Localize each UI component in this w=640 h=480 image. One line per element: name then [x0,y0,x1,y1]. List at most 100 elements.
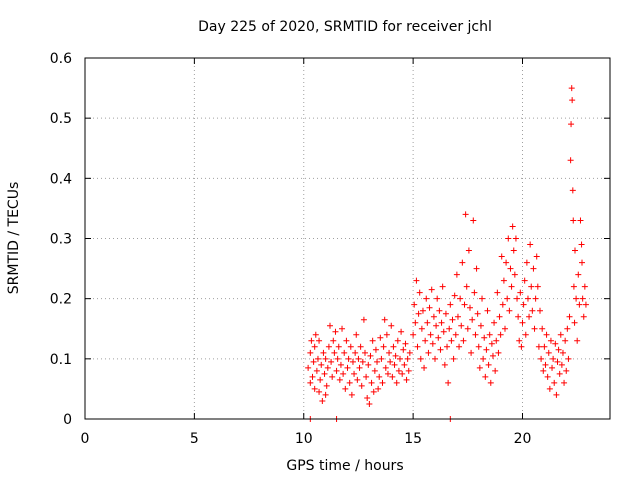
data-point [530,265,537,272]
data-point [565,355,572,362]
data-point [353,331,360,338]
data-point [374,358,381,365]
data-point [331,349,338,356]
data-point [461,301,468,308]
data-point [480,355,487,362]
data-point [474,310,481,317]
data-point [415,310,422,317]
x-tick-label: 10 [295,431,313,447]
data-point [491,319,498,326]
data-point [414,343,421,350]
data-point [538,355,545,362]
y-tick-label: 0.4 [50,171,72,187]
data-point [571,319,578,326]
data-point [581,283,588,290]
data-point [507,265,514,272]
data-point [508,283,515,290]
data-point [512,235,519,242]
data-point [563,367,570,374]
data-point [492,367,499,374]
data-point [531,325,538,332]
x-tick-label: 15 [404,431,422,447]
data-point [498,253,505,260]
data-point [456,343,463,350]
data-point [578,241,585,248]
data-point [388,322,395,329]
data-point [463,283,470,290]
data-point [339,325,346,332]
data-point [438,319,445,326]
data-point [399,370,406,377]
data-point [557,331,564,338]
data-point [412,319,419,326]
y-tick-label: 0.1 [50,352,72,368]
data-point [524,295,531,302]
data-point [537,307,543,314]
data-point [384,370,391,377]
data-point [546,385,553,392]
data-point [355,355,362,362]
data-point [356,364,363,371]
data-point [342,385,349,392]
data-point [380,343,387,350]
data-point [515,313,522,320]
data-point [310,358,317,365]
data-point [314,355,321,362]
data-point [545,349,552,356]
data-point [529,307,536,314]
data-point [437,346,444,353]
data-point [533,253,540,260]
data-point [569,187,576,194]
data-point [477,322,484,329]
data-point [444,343,451,350]
data-point [410,331,417,338]
data-point [401,361,408,368]
data-point [445,379,452,386]
data-point [450,355,457,362]
data-point [506,307,513,314]
data-point [451,292,458,299]
data-point [325,343,332,350]
data-point [382,364,389,371]
data-point [392,352,399,359]
data-point [452,331,459,338]
data-point [496,313,503,320]
data-point [471,289,478,296]
data-point [540,367,547,374]
data-point [574,337,581,344]
data-point [469,316,476,323]
data-point [335,343,342,350]
data-point [358,382,365,389]
data-point [344,364,351,371]
data-point [432,355,438,362]
data-point [446,325,453,332]
y-tick-label: 0 [63,412,72,428]
data-point [457,295,464,302]
data-point [575,271,582,278]
x-tick-label: 0 [81,431,90,447]
data-point [510,247,517,254]
data-point [379,379,386,386]
grid [85,58,610,419]
data-point [500,277,507,284]
plot-frame [84,57,611,420]
data-point [307,349,314,356]
y-axis-ticks: 0 0.1 0.2 0.3 0.4 0.5 0.6 [50,51,610,428]
data-point [539,325,546,332]
data-point [516,337,523,344]
data-point [329,373,336,380]
data-point [486,331,493,338]
x-axis-label: GPS time / hours [286,458,403,474]
data-point [561,379,568,386]
data-point [520,301,527,308]
data-point [489,352,496,359]
data-point [390,343,397,350]
data-point [391,361,398,368]
y-tick-label: 0.3 [50,232,72,248]
data-point [340,370,347,377]
data-point [362,349,368,356]
data-point [421,364,428,371]
data-point [556,370,563,377]
data-point [481,334,488,341]
data-point [483,346,490,353]
